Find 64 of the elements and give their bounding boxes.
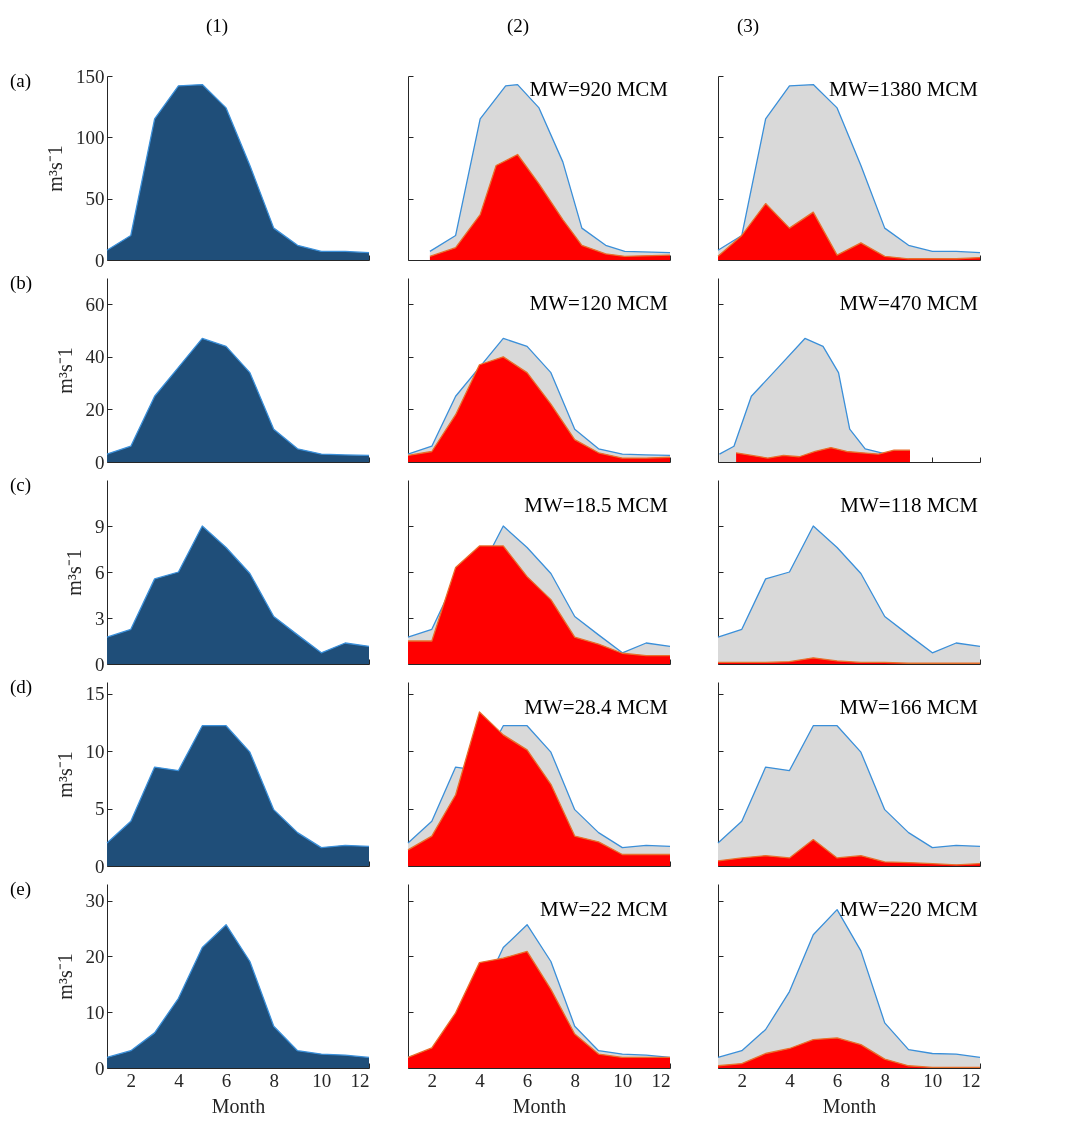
- x-tick-label: 6: [832, 1069, 843, 1091]
- x-tick-label: 2: [737, 1069, 748, 1091]
- annotation: MW=118 MCM: [840, 493, 979, 517]
- x-tick-label: 2: [427, 1069, 438, 1091]
- x-axis-title: Month: [512, 1094, 567, 1117]
- annotation: MW=470 MCM: [839, 291, 979, 315]
- chart-title: (e): [10, 878, 32, 900]
- y-axis-title: m³s⁻1: [63, 549, 85, 596]
- annotation: MW=220 MCM: [839, 897, 979, 921]
- x-tick-label: 12: [651, 1069, 671, 1091]
- y-tick-label: 0: [95, 451, 105, 473]
- annotation: MW=28.4 MCM: [524, 695, 669, 719]
- y-axis-title: m³s⁻1: [44, 145, 66, 192]
- annotation: MW=920 MCM: [529, 77, 669, 101]
- annotation: MW=120 MCM: [529, 291, 669, 315]
- x-tick-label: 4: [785, 1069, 796, 1091]
- x-tick-label: 10: [312, 1069, 332, 1091]
- text: (3): [736, 15, 760, 37]
- y-tick-label: 40: [85, 346, 105, 368]
- y-tick-label: 20: [85, 945, 105, 967]
- annotation: MW=18.5 MCM: [524, 493, 669, 517]
- y-tick-label: 6: [95, 561, 105, 583]
- y-tick-label: 30: [85, 890, 105, 912]
- y-tick-label: 15: [85, 683, 105, 704]
- y-axis-title: m³s⁻1: [53, 347, 76, 394]
- y-tick-label: 60: [85, 293, 105, 315]
- annotation: MW=1380 MCM: [829, 77, 979, 101]
- y-tick-label: 3: [95, 607, 105, 629]
- x-tick-label: 12: [350, 1069, 370, 1091]
- y-tick-label: 50: [85, 188, 105, 210]
- y-tick-label: 5: [95, 798, 105, 819]
- x-tick-label: 8: [269, 1069, 279, 1091]
- chart-title: (c): [10, 474, 32, 496]
- x-axis-title: Month: [211, 1094, 266, 1117]
- y-axis-title: m³s⁻1: [53, 751, 76, 798]
- y-tick-label: 10: [85, 740, 105, 762]
- chart-title: (d): [10, 676, 33, 698]
- y-axis-title: m³s⁻1: [53, 953, 76, 1000]
- y-tick-label: 0: [95, 1057, 105, 1079]
- x-tick-label: 10: [613, 1069, 633, 1091]
- chart-title: (a): [10, 70, 32, 92]
- x-tick-label: 8: [570, 1069, 580, 1091]
- x-tick-label: 6: [522, 1069, 533, 1091]
- y-tick-label: 0: [95, 249, 105, 271]
- y-tick-label: 0: [95, 855, 105, 877]
- x-axis-title: Month: [822, 1094, 877, 1117]
- chart-title: (b): [10, 272, 33, 294]
- y-tick-label: 150: [76, 65, 105, 87]
- x-tick-label: 4: [475, 1069, 486, 1091]
- annotation: MW=22 MCM: [540, 897, 669, 921]
- x-tick-label: 8: [880, 1069, 890, 1091]
- y-tick-label: 10: [85, 1001, 105, 1023]
- x-tick-label: 10: [923, 1069, 943, 1091]
- x-tick-label: 2: [126, 1069, 137, 1091]
- y-tick-label: 100: [76, 126, 105, 148]
- x-tick-label: 12: [961, 1069, 981, 1091]
- text: (1): [205, 15, 229, 37]
- annotation: MW=166 MCM: [839, 695, 979, 719]
- y-tick-label: 9: [95, 515, 105, 537]
- y-tick-label: 20: [85, 398, 105, 420]
- y-tick-label: 0: [95, 653, 105, 675]
- text: (2): [506, 15, 530, 37]
- x-tick-label: 6: [221, 1069, 232, 1091]
- x-tick-label: 4: [174, 1069, 185, 1091]
